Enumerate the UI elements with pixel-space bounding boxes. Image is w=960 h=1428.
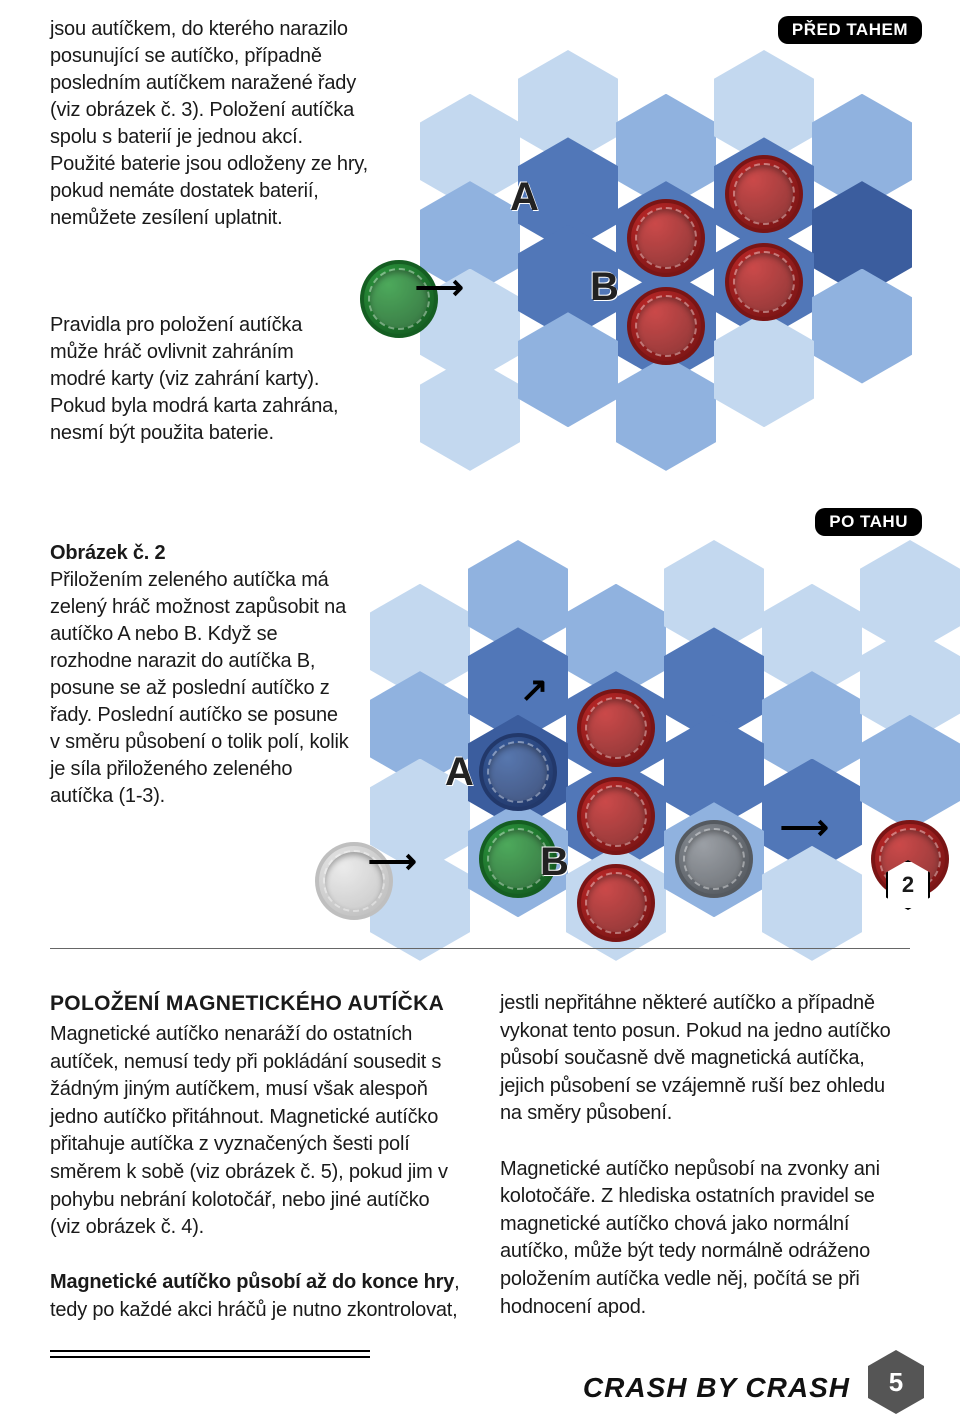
game-token [577, 689, 655, 767]
game-token [577, 864, 655, 942]
game-token [725, 155, 803, 233]
section-divider [50, 948, 910, 949]
game-token [577, 777, 655, 855]
hex-cell [518, 312, 618, 427]
figure2-title: Obrázek č. 2 [50, 540, 350, 567]
hex-cell [714, 312, 814, 427]
magnetic-col2b: Magnetické autíčko nepůsobí na zvonky an… [500, 1158, 880, 1318]
arrow-icon: ⟶ [415, 268, 464, 308]
diagram-after-turn: A B ↗ ⟶ ⟶ [370, 540, 950, 920]
game-token [627, 287, 705, 365]
page-footer: CRASH BY CRASH 5 [0, 1350, 960, 1410]
badge-before-turn: PŘED TAHEM [778, 16, 922, 44]
arrow-icon: ⟶ [368, 842, 417, 882]
footer-line-2 [50, 1356, 370, 1358]
hex-cell [420, 356, 520, 471]
diagram-label: B [590, 265, 619, 310]
hex-cell [762, 846, 862, 961]
hex-cell [812, 269, 912, 384]
game-token [725, 243, 803, 321]
magnetic-col2a: jestli nepřitáhne některé autíčko a příp… [500, 992, 891, 1124]
hex-cell [616, 356, 716, 471]
intro-paragraph-1: jsou autíčkem, do kterého narazilo posun… [50, 16, 370, 232]
game-token [627, 199, 705, 277]
arrow-icon: ↗ [520, 670, 549, 710]
magnetic-section: POLOŽENÍ MAGNETICKÉHO AUTÍČKA Magnetické… [50, 990, 910, 1325]
magnetic-col1-bold: Magnetické autíčko působí až do konce hr… [50, 1271, 454, 1293]
magnetic-title: POLOŽENÍ MAGNETICKÉHO AUTÍČKA [50, 990, 460, 1019]
magnetic-col-2: jestli nepřitáhne některé autíčko a příp… [500, 990, 910, 1325]
magnetic-col1-body: Magnetické autíčko nenaráží do ostatních… [50, 1023, 448, 1238]
intro-paragraph-2: Pravidla pro položení autíčka může hráč … [50, 312, 350, 447]
page-number: 5 [868, 1350, 924, 1414]
diagram-before-turn: AB⟶ [420, 50, 940, 420]
diagram-label: A [510, 175, 539, 220]
arrow-icon: ⟶ [780, 808, 829, 848]
diagram-label: A [445, 750, 474, 795]
figure2-caption: Obrázek č. 2 Přiložením zeleného autíčka… [50, 540, 350, 810]
badge-after-turn: PO TAHU [815, 508, 922, 536]
game-title: CRASH BY CRASH [583, 1372, 850, 1404]
game-token [479, 733, 557, 811]
hex-cell [860, 715, 960, 830]
game-token [675, 820, 753, 898]
footer-line-1 [50, 1350, 370, 1352]
figure2-body: Přiložením zeleného autíčka má zelený hr… [50, 567, 350, 810]
magnetic-col-1: POLOŽENÍ MAGNETICKÉHO AUTÍČKA Magnetické… [50, 990, 460, 1325]
diagram-label: B [540, 840, 569, 885]
